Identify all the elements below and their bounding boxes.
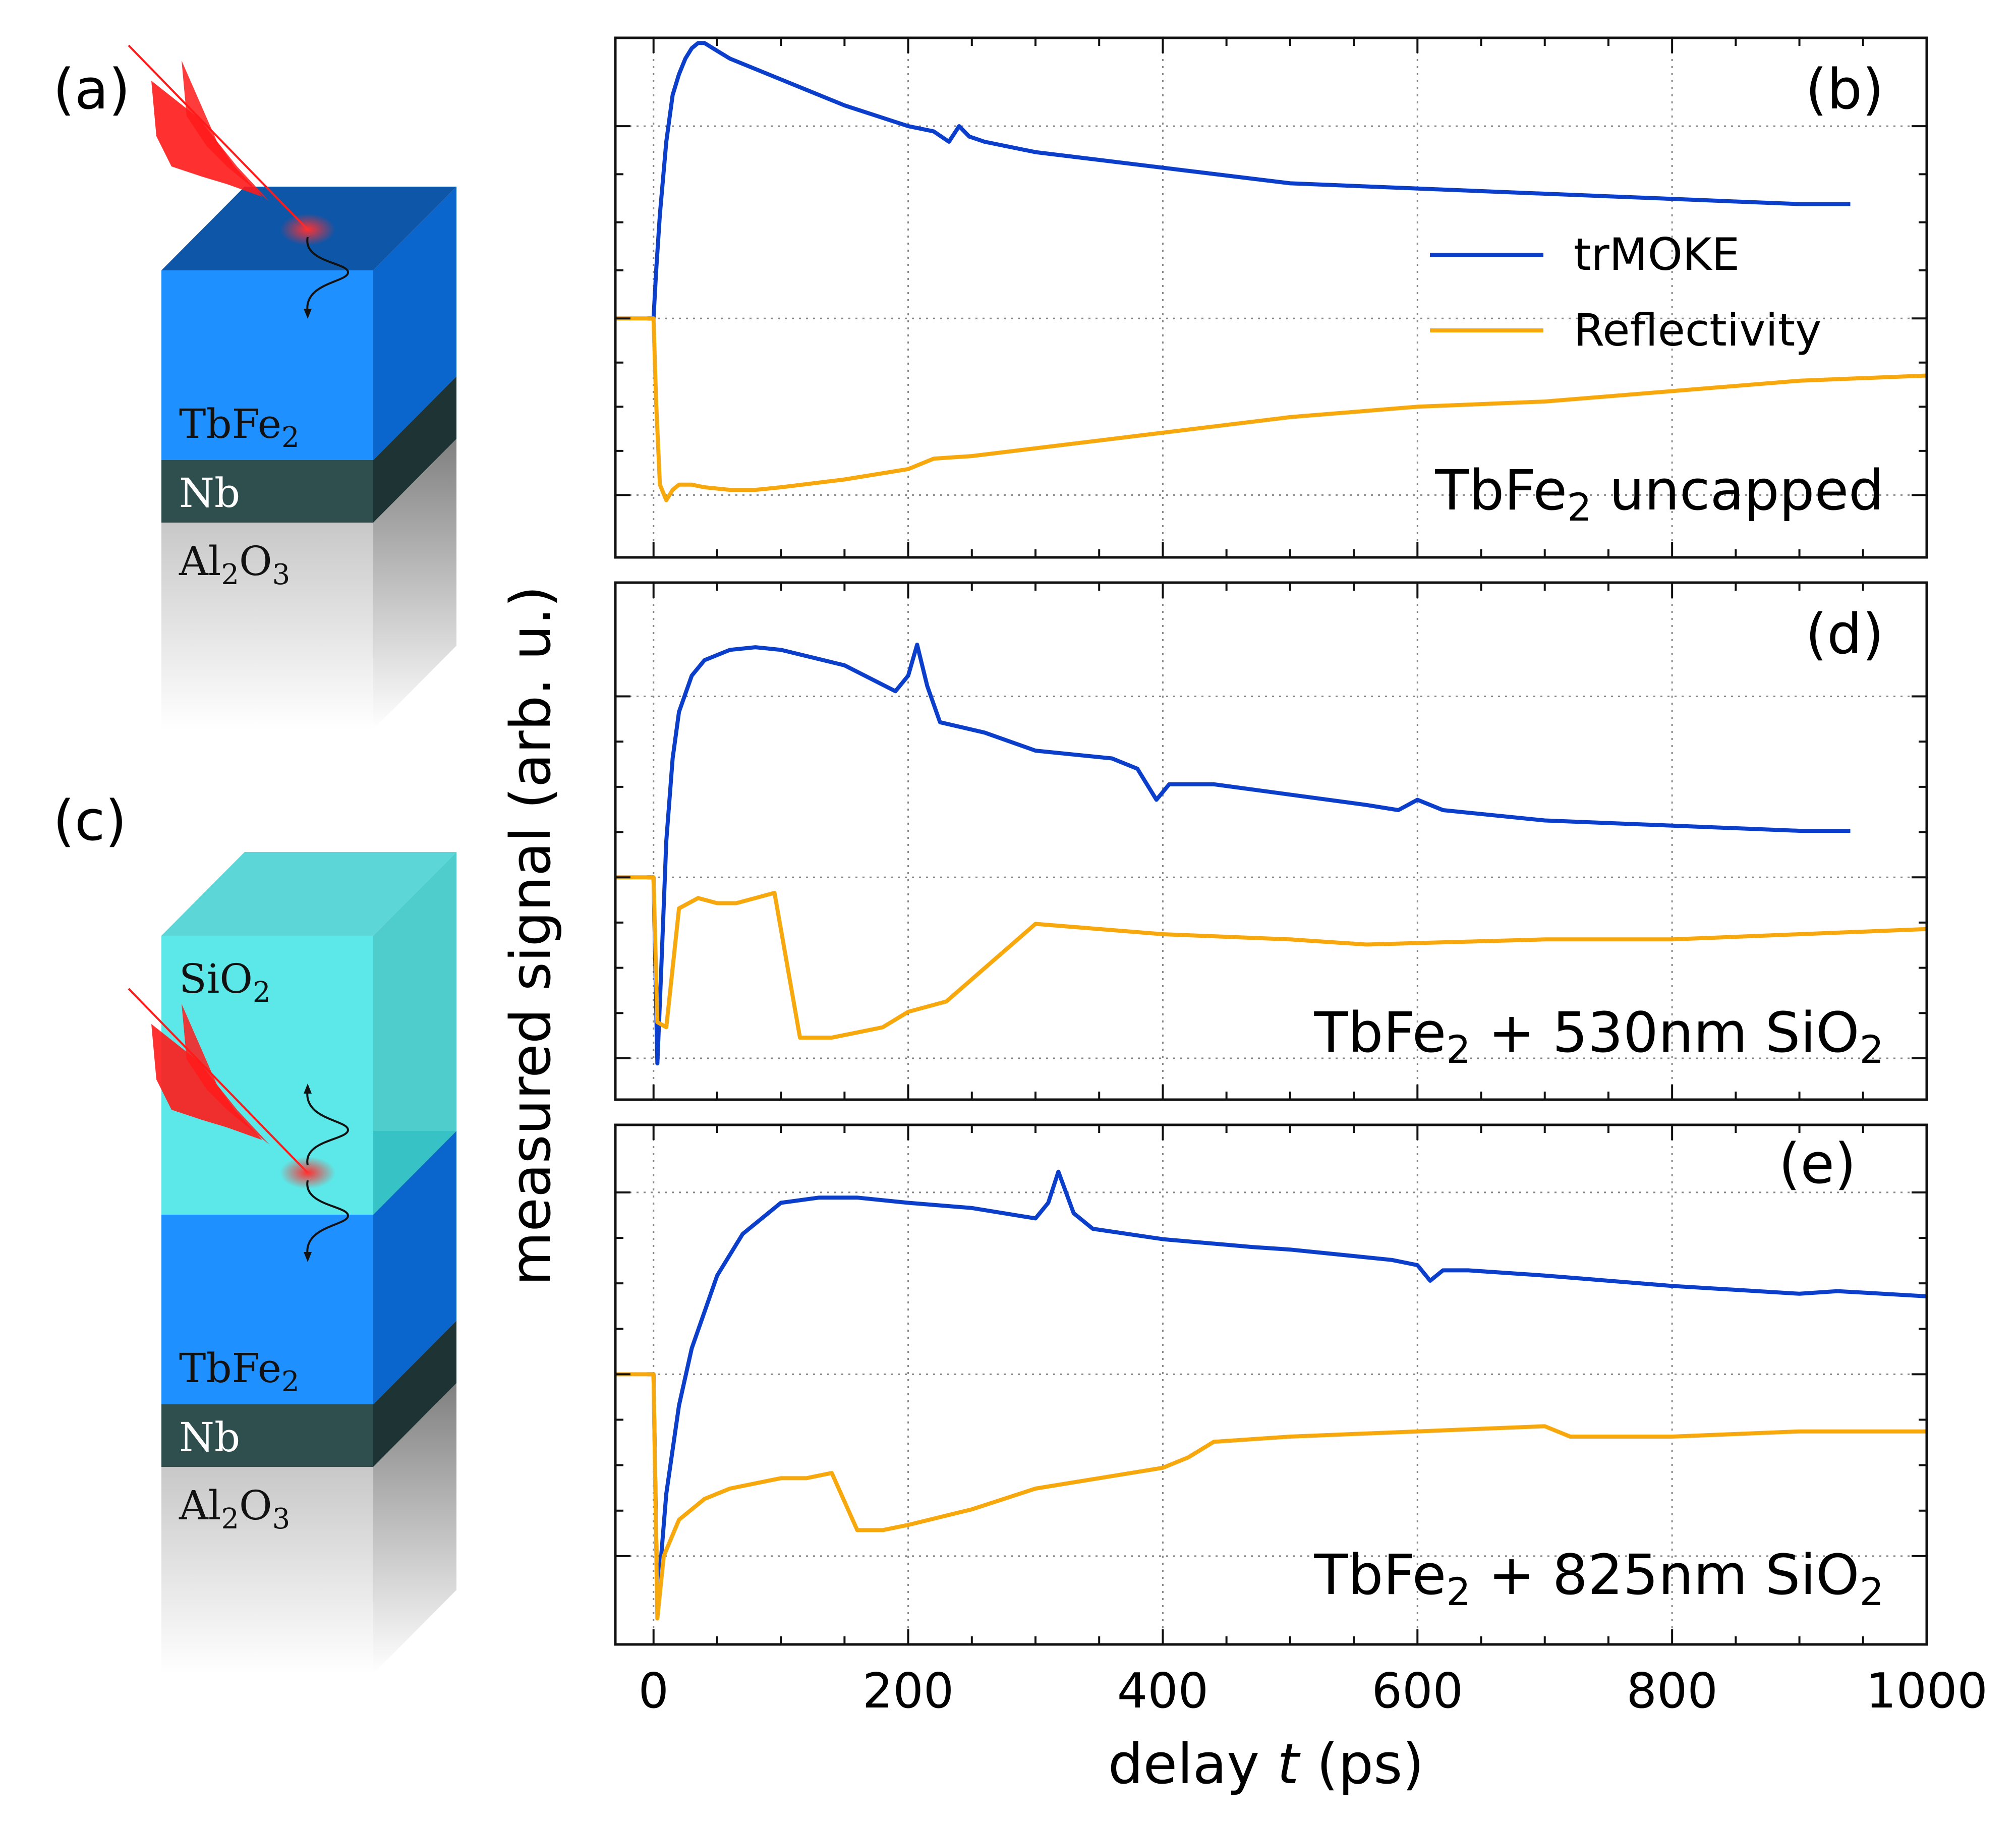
plot-frame (614, 1123, 1928, 1646)
substrate-front (161, 1467, 373, 1674)
plot-frame (614, 36, 1928, 559)
reflectivity-series-line (615, 1372, 1927, 1621)
panel-e-label: (e) (1778, 1131, 1856, 1196)
x-tick-label: 800 (1626, 1664, 1717, 1719)
panel-d-annotation: TbFe2 + 530nm SiO2 (1313, 1000, 1884, 1072)
reflectivity-series-line (615, 875, 1927, 1040)
panel-a-label: (a) (53, 57, 130, 122)
trmoke-series-line (647, 1169, 1927, 1610)
y-axis-label: measured signal (arb. u.) (498, 586, 563, 1286)
tbfe2-layer-label: TbFe2 (179, 1345, 300, 1398)
panel-e-annotation: TbFe2 + 825nm SiO2 (1313, 1543, 1884, 1614)
laser-pulse-icon (128, 44, 335, 246)
arrow-down-icon (304, 309, 312, 319)
sio2-layer-side (373, 852, 456, 1215)
panel-b-label: (b) (1805, 57, 1884, 122)
reflectivity-series-line (615, 316, 1927, 502)
x-tick-label: 200 (862, 1664, 954, 1719)
tbfe2-layer-side (373, 1131, 456, 1404)
substrate-side (373, 439, 456, 729)
sio2-layer-top (161, 852, 456, 936)
substrate-side (373, 1383, 456, 1674)
nb-layer-label: Nb (179, 1414, 240, 1461)
chart-panel-b: (b) TbFe2 uncapped trMOKE Reflectivity (614, 36, 1928, 559)
laser-pulse-icon (128, 988, 335, 1189)
x-tick-label: 400 (1117, 1664, 1208, 1719)
nb-layer-side (373, 1321, 456, 1467)
panel-c-label: (c) (53, 788, 127, 853)
substrate-front (161, 523, 373, 729)
arrow-up-icon (304, 1084, 312, 1094)
nb-layer-front (161, 1404, 373, 1467)
tbfe2-layer-side (373, 187, 456, 460)
panel-a-schematic: (a) TbFe2 Nb Al2O3 (53, 44, 456, 729)
legend-trmoke-label: trMOKE (1574, 229, 1740, 280)
chart-plot-layer (614, 581, 1928, 1101)
tbfe2-layer-front (161, 1215, 373, 1404)
al2o3-layer-label: Al2O3 (179, 538, 290, 591)
chart-plot-layer (614, 1123, 1928, 1646)
legend-reflectivity-label: Reflectivity (1574, 304, 1821, 356)
strain-wave-up-icon (306, 1089, 350, 1166)
chart-panel-e: (e) TbFe2 + 825nm SiO2 0 200 400 600 800 1000 (614, 1123, 1988, 1719)
trmoke-series-line (647, 643, 1851, 1066)
plot-frame (614, 581, 1928, 1101)
panel-d-label: (d) (1805, 602, 1884, 666)
nb-layer-side (373, 376, 456, 523)
nb-layer-front (161, 460, 373, 523)
nb-layer-label: Nb (179, 470, 240, 517)
arrow-down-icon (304, 1252, 312, 1262)
tbfe2-layer-front (161, 270, 373, 460)
x-axis-label: delay t (ps) (1108, 1732, 1424, 1796)
strain-wave-icon (306, 237, 350, 313)
x-tick-label: 1000 (1866, 1664, 1988, 1719)
sio2-layer-label: SiO2 (179, 955, 271, 1009)
chart-panel-d: (d) TbFe2 + 530nm SiO2 (614, 581, 1928, 1101)
chart-plot-layer (614, 36, 1928, 559)
tbfe2-layer-label: TbFe2 (179, 401, 300, 454)
x-tick-label: 0 (639, 1664, 669, 1719)
legend: trMOKE Reflectivity (1430, 229, 1821, 356)
al2o3-layer-label: Al2O3 (179, 1482, 290, 1535)
trmoke-series-line (647, 41, 1851, 321)
x-tick-label: 600 (1372, 1664, 1463, 1719)
panel-b-annotation: TbFe2 uncapped (1434, 458, 1884, 530)
panel-c-schematic: (c) SiO2 TbFe2 Nb Al2O3 (53, 788, 456, 1674)
strain-wave-down-icon (306, 1180, 350, 1257)
